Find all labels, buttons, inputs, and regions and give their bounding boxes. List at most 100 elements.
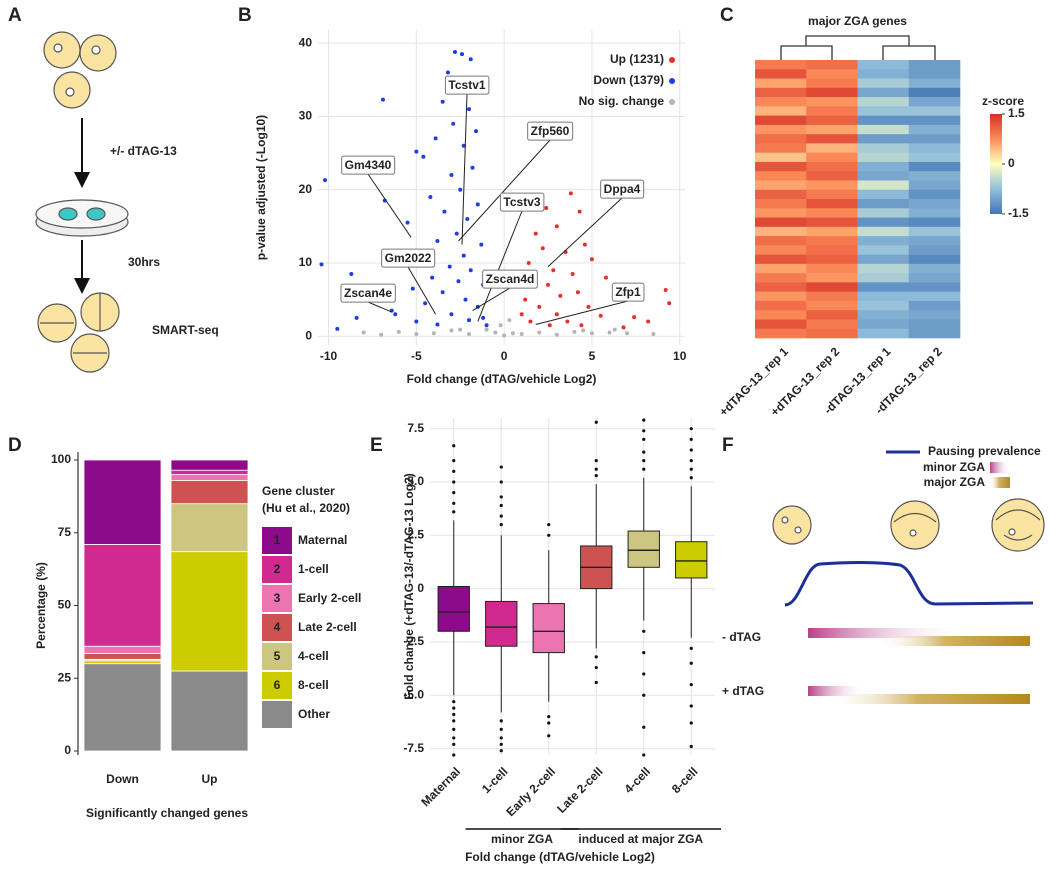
- point: [493, 330, 498, 335]
- outlier: [499, 514, 503, 518]
- heatmap-cell: [755, 263, 807, 274]
- point: [454, 231, 459, 236]
- heatmap-cell: [908, 69, 961, 79]
- heatmap-cell: [806, 263, 858, 274]
- point: [565, 319, 570, 324]
- point: [452, 49, 457, 54]
- point: [612, 327, 617, 332]
- point: [498, 323, 503, 328]
- outlier: [452, 753, 456, 757]
- point: [667, 301, 672, 306]
- annotation-box: [600, 179, 645, 199]
- outlier: [642, 672, 646, 676]
- x-tick-label: Up: [202, 772, 218, 786]
- annotation-label: Gm4340: [345, 158, 392, 172]
- point: [410, 286, 415, 291]
- heatmap-cell: [806, 254, 858, 265]
- heatmap-cell: [806, 97, 858, 107]
- outlier: [452, 510, 456, 514]
- point: [632, 315, 637, 320]
- y-tick-label: 30: [299, 109, 313, 123]
- x-tick-label: 1-cell: [479, 764, 511, 796]
- point: [463, 297, 468, 302]
- point: [440, 99, 445, 104]
- y-tick-label: 75: [58, 525, 72, 539]
- point: [484, 327, 489, 332]
- point: [458, 187, 463, 192]
- panel-letter: B: [238, 5, 252, 26]
- point: [349, 271, 354, 276]
- point: [558, 293, 563, 298]
- heatmap-cell: [755, 291, 807, 302]
- heatmap-cell: [908, 291, 961, 302]
- point: [475, 202, 480, 207]
- point: [603, 275, 608, 280]
- point: [570, 271, 575, 276]
- heatmap-cell: [806, 171, 858, 181]
- heatmap-cell: [755, 124, 807, 135]
- point: [449, 173, 454, 178]
- outlier: [689, 744, 693, 749]
- panel-letter: A: [8, 5, 22, 26]
- annotation-box: [381, 248, 436, 268]
- bar-segment: [170, 474, 249, 481]
- heatmap-cell: [857, 328, 910, 339]
- heatmap-cell: [755, 208, 807, 218]
- outlier: [594, 459, 598, 463]
- heatmap-cell: [755, 106, 807, 116]
- panel-letter: C: [720, 5, 734, 26]
- legend-label: Early 2-cell: [298, 591, 361, 605]
- heatmap-cell: [806, 106, 858, 116]
- y-tick-label: 20: [299, 182, 313, 196]
- heatmap-cell: [755, 189, 807, 200]
- heatmap-cell: [857, 180, 910, 191]
- heatmap-cell: [908, 87, 961, 98]
- heatmap-cell: [806, 87, 858, 98]
- heatmap-cell: [857, 319, 910, 330]
- x-tick-label: Maternal: [418, 764, 463, 809]
- point: [435, 322, 440, 327]
- heatmap-cell: [755, 161, 807, 172]
- x-tick-label: 10: [673, 349, 687, 363]
- x-tick-label: Early 2-cell: [503, 764, 558, 819]
- heatmap-cell: [857, 134, 910, 144]
- legend-label: Other: [298, 707, 330, 721]
- outlier: [689, 467, 693, 471]
- legend-swatch: [262, 643, 292, 670]
- outlier: [547, 523, 551, 527]
- annotation-label: Zscan4e: [344, 286, 392, 300]
- heatmap-cell: [806, 189, 858, 200]
- heatmap-cell: [908, 199, 961, 209]
- heatmap-cell: [908, 282, 961, 292]
- point: [507, 318, 512, 323]
- y-axis-title: Percentage (%): [34, 562, 48, 649]
- point: [481, 315, 486, 320]
- annotation-label: Gm2022: [385, 251, 432, 265]
- leader-line: [547, 197, 623, 267]
- leader-line: [367, 173, 412, 238]
- heatmap-cell: [755, 115, 807, 126]
- legend-label: Down (1379): [593, 73, 664, 87]
- heatmap-cell: [857, 161, 910, 172]
- leader-line: [367, 301, 392, 313]
- annotation-label: Zfp560: [531, 124, 570, 138]
- point: [465, 217, 470, 221]
- outlier: [452, 712, 456, 717]
- annotation-box: [482, 269, 538, 289]
- outlier: [452, 491, 456, 495]
- y-tick-label: 5.0: [407, 474, 424, 488]
- heatmap-cell: [857, 263, 910, 274]
- bar-segment: [170, 469, 249, 475]
- box: [675, 541, 708, 579]
- point: [510, 331, 515, 336]
- bar-segment: [170, 459, 249, 471]
- bar-segment: [83, 660, 162, 665]
- heatmap-cell: [755, 134, 807, 144]
- heatmap-cell: [806, 134, 858, 144]
- outlier: [642, 725, 646, 729]
- heatmap-cell: [908, 171, 961, 181]
- heatmap-cell: [755, 180, 807, 191]
- heatmap-cell: [857, 124, 910, 135]
- outlier: [689, 476, 693, 480]
- leader-line: [535, 300, 629, 325]
